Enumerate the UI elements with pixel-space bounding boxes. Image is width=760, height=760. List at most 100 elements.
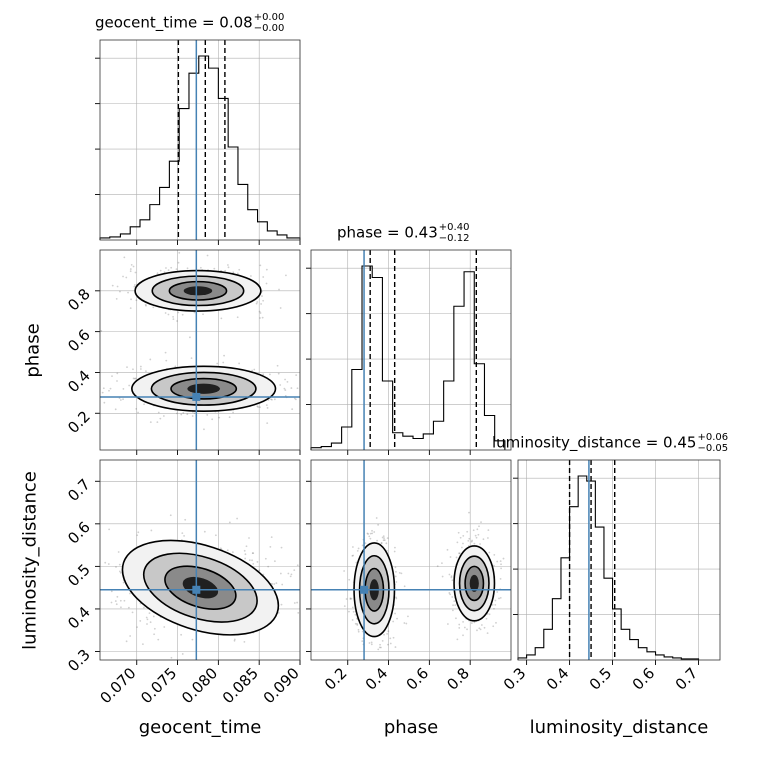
sample-point xyxy=(493,607,495,610)
sample-point xyxy=(134,377,137,380)
x-tick-label-geocent-time-vs-luminosity-distance: 0.090 xyxy=(260,664,303,707)
sample-point xyxy=(355,561,358,564)
sample-point xyxy=(451,579,454,582)
sample-point xyxy=(203,530,206,533)
sample-point xyxy=(149,621,152,624)
sample-point xyxy=(129,592,131,595)
sample-point xyxy=(102,387,105,390)
sample-point xyxy=(297,611,300,614)
sample-point xyxy=(116,372,119,375)
sample-point xyxy=(351,619,354,621)
sample-point xyxy=(219,547,222,550)
sample-point xyxy=(394,646,397,648)
sample-point xyxy=(371,529,373,532)
sample-point xyxy=(129,635,132,637)
sample-point xyxy=(139,620,142,622)
title-phase: phase = 0.43 +0.40 −0.12 xyxy=(337,222,469,244)
sample-point xyxy=(393,550,396,553)
sample-point xyxy=(120,606,122,609)
sample-point xyxy=(381,639,384,642)
sample-point xyxy=(228,521,231,524)
sample-point xyxy=(456,541,459,544)
x-tick-label-phase-vs-luminosity-distance: 0.8 xyxy=(443,664,473,694)
sample-point xyxy=(350,597,353,600)
sample-point xyxy=(379,643,381,646)
x-tick-label-phase-vs-luminosity-distance: 0.4 xyxy=(362,664,392,694)
sample-point xyxy=(500,567,503,570)
sample-point xyxy=(162,415,165,417)
sample-point xyxy=(139,365,142,368)
histogram-luminosity-distance xyxy=(517,475,700,660)
sample-point xyxy=(480,521,482,524)
sample-point xyxy=(180,413,183,416)
sample-point xyxy=(447,623,449,625)
sample-point xyxy=(177,311,180,314)
sample-point xyxy=(387,630,390,633)
truth-marker-geocent-time-vs-luminosity-distance xyxy=(192,585,201,594)
sample-point xyxy=(245,545,248,548)
sample-point xyxy=(493,553,496,556)
sample-point xyxy=(383,537,385,540)
sample-point xyxy=(163,271,166,274)
sample-point xyxy=(407,615,409,618)
sample-point xyxy=(256,561,259,563)
sample-point xyxy=(377,648,380,651)
sample-point xyxy=(193,412,196,415)
sample-point xyxy=(479,543,481,545)
sample-point xyxy=(232,271,235,274)
sample-point xyxy=(252,562,255,565)
sample-point xyxy=(283,387,286,390)
sample-point xyxy=(156,421,159,424)
y-tick-label-geocent-time-vs-luminosity-distance: 0.4 xyxy=(64,603,94,633)
title-phase-text: phase = 0.43 xyxy=(337,223,438,242)
sample-point xyxy=(145,304,147,307)
sample-point xyxy=(458,552,460,555)
sample-point xyxy=(474,534,477,537)
sample-point xyxy=(101,391,104,394)
sample-point xyxy=(238,362,240,365)
sample-point xyxy=(164,312,167,314)
sample-point xyxy=(86,583,88,585)
sample-point xyxy=(214,534,217,537)
sample-point xyxy=(118,397,121,400)
sample-point xyxy=(458,627,461,629)
sample-point xyxy=(306,573,308,575)
sample-point xyxy=(153,633,156,636)
xlabel-geocent-time: geocent_time xyxy=(138,717,262,738)
sample-point xyxy=(483,626,486,629)
truth-marker-geocent-time-vs-phase xyxy=(192,392,201,401)
sample-point xyxy=(395,570,397,573)
sample-point xyxy=(351,555,354,557)
sample-point xyxy=(405,622,408,625)
sample-point xyxy=(111,375,113,378)
sample-point xyxy=(488,613,491,616)
sample-point xyxy=(478,525,480,528)
sample-point xyxy=(476,629,478,632)
sample-point xyxy=(381,536,384,539)
sample-point xyxy=(175,268,178,271)
sample-point xyxy=(467,539,470,542)
truth-marker-phase-vs-luminosity-distance xyxy=(360,585,369,594)
sample-point xyxy=(191,638,194,641)
y-tick-label-geocent-time-vs-phase: 0.6 xyxy=(64,326,94,356)
sample-point xyxy=(495,621,497,624)
sample-point xyxy=(223,354,225,357)
sample-point xyxy=(216,362,219,365)
sample-point xyxy=(273,398,276,401)
sample-point xyxy=(291,408,294,411)
sample-point xyxy=(133,284,136,286)
sample-point xyxy=(114,408,117,411)
sample-point xyxy=(270,398,272,401)
x-tick-label-geocent-time-vs-luminosity-distance: 0.080 xyxy=(178,664,221,707)
sample-point xyxy=(462,620,464,623)
sample-point xyxy=(131,611,134,614)
sample-point xyxy=(193,311,196,314)
sample-point xyxy=(236,316,239,319)
sample-point xyxy=(262,373,265,376)
sample-point xyxy=(380,542,383,545)
sample-point xyxy=(466,628,468,631)
sample-point xyxy=(375,517,378,519)
sample-point xyxy=(314,376,316,378)
sample-point xyxy=(352,610,355,613)
sample-point xyxy=(181,653,184,655)
